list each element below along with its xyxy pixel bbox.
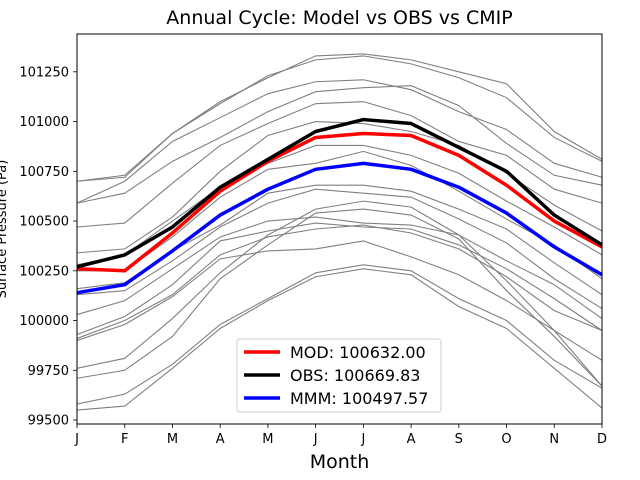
x-tick-label: O <box>501 432 511 447</box>
ensemble-line-18 <box>76 268 603 411</box>
y-tick-label: 100000 <box>19 314 69 329</box>
ensemble-line-11 <box>76 216 603 319</box>
y-axis-label: Surface Pressure (Pa) <box>0 160 10 299</box>
x-tick-label: J <box>313 432 318 447</box>
ensemble-line-10 <box>76 188 603 310</box>
legend-label-mmm: MMM: 100497.57 <box>290 389 428 408</box>
legend-label-mod: MOD: 100632.00 <box>290 343 426 362</box>
y-tick-label: 99500 <box>28 414 69 429</box>
ensemble-line-7 <box>76 144 603 266</box>
chart-title: Annual Cycle: Model vs OBS vs CMIP <box>166 7 512 29</box>
x-tick-label: A <box>407 432 416 447</box>
mmm-line <box>76 161 603 295</box>
ensemble-line-14 <box>76 240 603 361</box>
y-tick-label: 100750 <box>19 165 69 180</box>
x-tick-label: A <box>216 432 225 447</box>
y-tick-label: 99750 <box>28 364 69 379</box>
x-tick-label: J <box>360 432 365 447</box>
ensemble-line-3 <box>76 79 603 204</box>
mod-line <box>76 131 603 273</box>
x-tick-label: M <box>262 432 273 447</box>
y-axis: 99500 99750 100000 100250 100500 100750 101000… <box>19 65 77 429</box>
legend-box <box>236 338 442 413</box>
ensemble-line-2 <box>76 55 603 182</box>
x-tick-label: S <box>455 432 463 447</box>
x-tick-label: J <box>74 432 79 447</box>
highlight-series-lines <box>76 117 603 295</box>
y-tick-label: 100250 <box>19 264 69 279</box>
y-tick-label: 101250 <box>19 65 69 80</box>
x-tick-label: M <box>167 432 178 447</box>
y-tick-label: 100500 <box>19 215 69 230</box>
ensemble-line-4 <box>76 85 603 204</box>
ensemble-line-13 <box>76 224 603 339</box>
ensemble-line-8 <box>77 150 603 280</box>
x-tick-label: F <box>121 432 128 447</box>
ensemble-line-16 <box>76 208 603 387</box>
x-tick-label: D <box>597 432 607 447</box>
ensemble-line-17 <box>76 264 603 405</box>
y-tick-label: 101000 <box>19 115 69 130</box>
x-tick-label: N <box>549 432 559 447</box>
legend-label-obs: OBS: 100669.83 <box>290 366 420 385</box>
ensemble-line-12 <box>76 222 603 335</box>
ensemble-line-5 <box>76 101 603 228</box>
obs-line <box>76 117 603 269</box>
x-axis-label: Month <box>310 451 370 473</box>
plot-frame <box>76 33 603 425</box>
ensemble-line-15 <box>76 200 603 387</box>
legend: MOD: 100632.00 OBS: 100669.83 MMM: 100497.… <box>236 338 442 413</box>
